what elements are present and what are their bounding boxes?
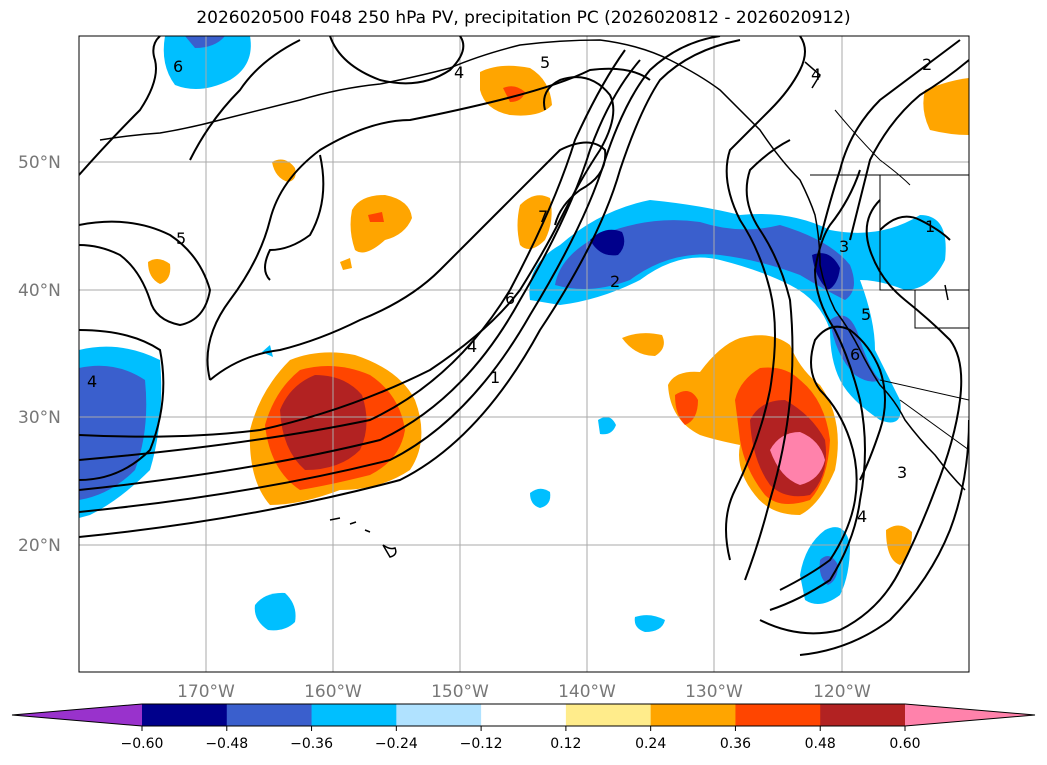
- lon-label: 160°W: [304, 682, 362, 702]
- political-borders: [810, 109, 969, 451]
- lon-label: 130°W: [685, 682, 743, 702]
- contour-label: 7: [538, 207, 548, 226]
- precip-negative-region: [590, 229, 625, 256]
- precip-negative-region: [812, 253, 840, 290]
- lon-label: 170°W: [177, 682, 235, 702]
- colorbar-segment: [226, 704, 313, 726]
- colorbar-segment: [735, 704, 821, 726]
- contour-label: 4: [811, 65, 821, 84]
- precip-negative-region: [254, 592, 296, 631]
- contour-label: 2: [922, 55, 932, 74]
- colorbar-tick-label: 0.60: [889, 736, 920, 752]
- contour-label: 1: [490, 368, 500, 387]
- colorbar-tick-label: −0.24: [375, 736, 418, 752]
- lat-label: 50°N: [18, 153, 61, 173]
- colorbar-segment: [820, 704, 906, 726]
- colorbar-tick-label: −0.60: [121, 736, 164, 752]
- colorbar-tick-label: −0.12: [460, 736, 503, 752]
- colorbar-extend-min: [12, 704, 142, 726]
- lon-label: 140°W: [558, 682, 616, 702]
- contour-label: 3: [897, 463, 907, 482]
- precip-positive-region: [923, 78, 969, 135]
- colorbar: −0.60 −0.48 −0.36 −0.24 −0.12 0.12 0.24 0.36 0.4…: [11, 703, 1036, 752]
- contour-label: 4: [454, 63, 464, 82]
- precip-positive-region: [368, 212, 384, 222]
- colorbar-segment: [311, 704, 397, 726]
- precip-positive-region: [148, 258, 171, 284]
- lat-label: 30°N: [18, 408, 61, 428]
- colorbar-segment: [142, 704, 228, 726]
- colorbar-tick-label: 0.24: [635, 736, 666, 752]
- colorbar-segment: [396, 704, 482, 726]
- colorbar-tick-label: 0.12: [550, 736, 581, 752]
- precip-negative-region: [598, 416, 616, 435]
- contour-label: 3: [839, 237, 849, 256]
- precip-positive-region: [272, 159, 296, 182]
- contour-label: 4: [857, 507, 867, 526]
- colorbar-tick-label: 0.48: [805, 736, 836, 752]
- colorbar-extend-max: [905, 704, 1035, 726]
- lat-label: 20°N: [18, 536, 61, 556]
- map-frame: [78, 35, 970, 673]
- precip-positive-region: [517, 195, 552, 249]
- contour-label: 6: [505, 289, 515, 308]
- contour-label: 2: [610, 272, 620, 291]
- colorbar-tick-label: −0.36: [290, 736, 333, 752]
- longitude-labels: 170°W 160°W 150°W 140°W 130°W 120°W: [177, 682, 871, 702]
- contour-label: 1: [925, 217, 935, 236]
- precip-negative-region: [555, 220, 854, 300]
- lon-label: 150°W: [431, 682, 489, 702]
- contour-label: 4: [87, 372, 97, 391]
- colorbar-tick-label: −0.48: [205, 736, 248, 752]
- precip-positive-region: [622, 333, 664, 356]
- pv-contours: [79, 36, 969, 656]
- contour-labels: 6 4 5 5 7 2 6 4 1 4 3 5 6 3 4 2 1 4: [87, 53, 935, 526]
- lon-label: 120°W: [813, 682, 871, 702]
- contour-label: 5: [176, 229, 186, 248]
- colorbar-tick-label: 0.36: [720, 736, 751, 752]
- map-title: 2026020500 F048 250 hPa PV, precipitatio…: [196, 8, 851, 28]
- colorbar-segment: [565, 704, 652, 726]
- contour-label: 5: [861, 305, 871, 324]
- precip-negative-region: [530, 488, 551, 508]
- contour-label: 5: [540, 53, 550, 72]
- contour-label: 4: [467, 337, 477, 356]
- precip-positive-region: [340, 258, 352, 270]
- colorbar-segment: [650, 704, 736, 726]
- colorbar-segment: [481, 704, 567, 726]
- precip-positive-region: [350, 195, 412, 253]
- contour-label: 6: [850, 345, 860, 364]
- precip-negative-region: [163, 36, 251, 89]
- precip-negative-region: [262, 345, 273, 357]
- latitude-labels: 50°N 40°N 30°N 20°N: [18, 153, 61, 556]
- lat-label: 40°N: [18, 281, 61, 301]
- contour-label: 6: [173, 57, 183, 76]
- precip-negative-region: [185, 36, 225, 48]
- precip-positive-region: [280, 375, 367, 470]
- coastlines: [99, 39, 966, 558]
- precip-negative-region: [634, 615, 665, 632]
